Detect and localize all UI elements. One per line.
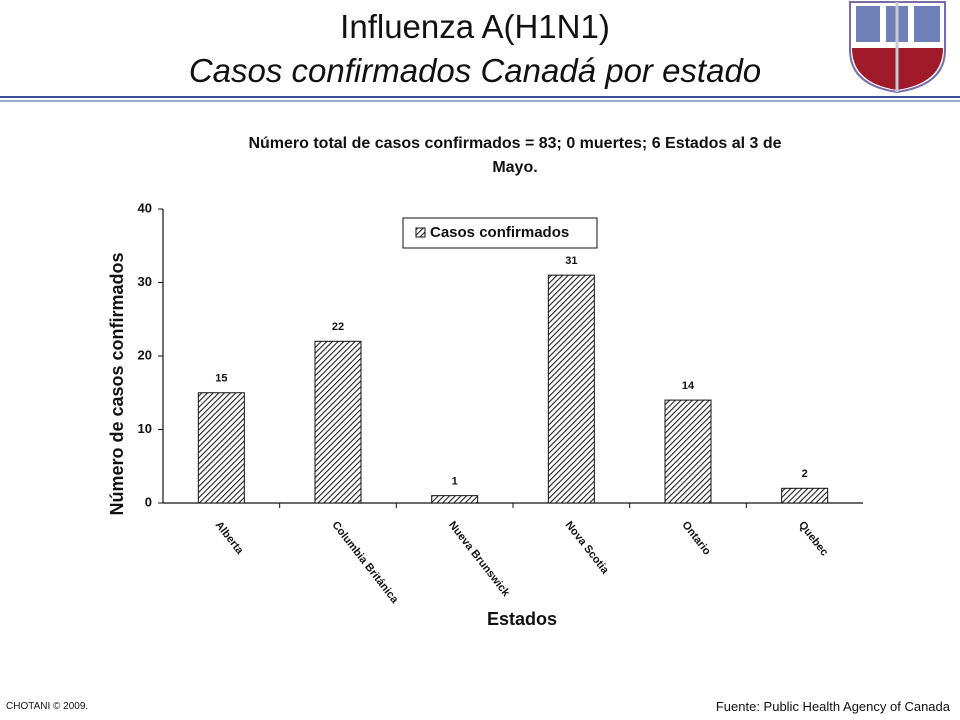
slide-title: Influenza A(H1N1) [340, 8, 610, 45]
y-tick-label: 0 [145, 494, 152, 509]
legend-swatch [415, 227, 426, 238]
legend-label: Casos confirmados [430, 224, 569, 241]
x-tick-label: Nova Scotia [563, 519, 612, 577]
x-tick-label: Columbia Británica [329, 519, 401, 606]
data-label: 22 [332, 321, 344, 333]
data-label: 31 [565, 255, 577, 267]
y-tick-label: 20 [138, 347, 152, 362]
y-axis-title: Número de casos confirmados [107, 252, 127, 515]
bar [197, 392, 245, 504]
logo [849, 1, 946, 94]
x-tick-label: Ontario [679, 519, 713, 557]
x-tick-label: Nueva Brunswick [446, 519, 512, 599]
bar [781, 487, 829, 504]
chart-title: Número total de casos confirmados = 83; … [248, 135, 782, 176]
bar [547, 274, 595, 504]
x-axis-title: Estados [487, 609, 557, 629]
data-label: 2 [802, 468, 808, 480]
credit: CHOTANI © 2009. [6, 701, 89, 712]
y-tick-label: 10 [138, 421, 152, 436]
data-label: 1 [452, 476, 458, 488]
bar [314, 340, 362, 504]
slide-subtitle: Casos confirmados Canadá por estado [188, 52, 762, 89]
legend-box [402, 217, 598, 249]
bar [664, 399, 712, 504]
bar [431, 495, 479, 504]
y-tick-label: 40 [138, 200, 152, 215]
x-tick-label: Alberta [213, 519, 246, 557]
source: Fuente: Public Health Agency of Canada [715, 699, 950, 714]
y-tick-label: 30 [138, 274, 152, 289]
x-tick-label: Quebec [796, 519, 830, 558]
data-label: 14 [682, 380, 695, 392]
data-label: 15 [215, 373, 227, 385]
